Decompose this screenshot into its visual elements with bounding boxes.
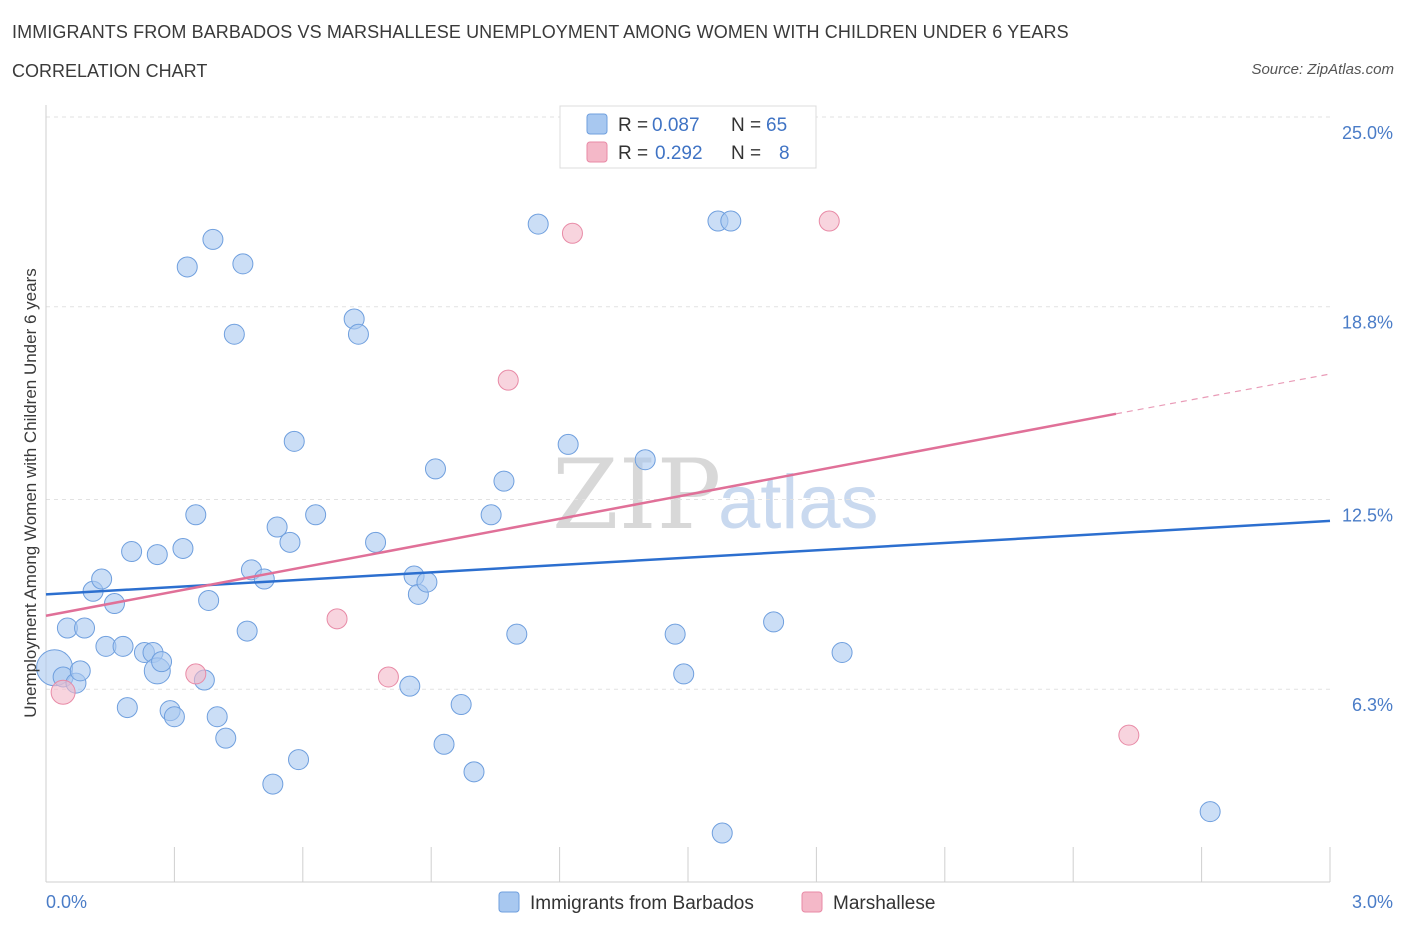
bottom-legend-marshallese: Marshallese <box>833 893 935 914</box>
barbados-point-47 <box>433 733 455 755</box>
marshallese-trend-extension <box>1115 373 1331 415</box>
legend-r-value-1: 0.087 <box>652 115 700 136</box>
barbados-point-46 <box>424 458 446 480</box>
barbados-point-51 <box>493 470 515 492</box>
series-marshallese-points <box>50 210 1140 746</box>
barbados-point-55 <box>634 449 656 471</box>
marshallese-point-1 <box>185 663 207 685</box>
chart-title: IMMIGRANTS FROM BARBADOS VS MARSHALLESE … <box>12 22 1069 42</box>
barbados-point-4 <box>69 660 91 682</box>
barbados-point-35 <box>283 430 305 452</box>
y-axis-label: Unemployment Among Women with Children U… <box>21 268 40 717</box>
barbados-point-20 <box>172 537 194 559</box>
barbados-point-53 <box>527 213 549 235</box>
series-barbados-points <box>36 210 1221 844</box>
y-tick-labels: 25.0% 18.8% 12.5% 6.3% <box>1342 123 1393 715</box>
barbados-point-52 <box>506 623 528 645</box>
y-tick-label-3: 6.3% <box>1352 695 1393 715</box>
barbados-point-62 <box>831 642 853 663</box>
legend-swatch-marshallese <box>586 141 608 163</box>
legend-r-label-2: R = <box>618 143 648 164</box>
marshallese-point-4 <box>497 369 519 391</box>
barbados-point-22 <box>185 504 207 526</box>
legend-n-label-1: N = <box>731 115 761 136</box>
barbados-point-25 <box>202 228 224 250</box>
x-tick-min: 0.0% <box>46 892 87 912</box>
barbados-point-60 <box>711 822 733 844</box>
barbados-point-41 <box>365 531 387 553</box>
chart-subtitle: CORRELATION CHART <box>12 61 208 81</box>
barbados-trend-line <box>45 519 1331 596</box>
barbados-point-38 <box>305 504 327 526</box>
barbados-point-7 <box>91 568 113 590</box>
barbados-point-48 <box>450 694 472 716</box>
barbados-point-59 <box>720 210 742 232</box>
barbados-point-19 <box>163 706 185 728</box>
barbados-point-15 <box>146 544 168 566</box>
marshallese-point-0 <box>50 679 76 705</box>
legend-swatch-barbados <box>586 113 608 135</box>
y-tick-label-1: 18.8% <box>1342 313 1393 333</box>
barbados-point-40 <box>347 323 369 345</box>
barbados-point-30 <box>236 620 258 642</box>
barbados-point-42 <box>399 675 421 697</box>
barbados-point-11 <box>116 697 138 719</box>
barbados-point-45 <box>416 571 438 593</box>
axes <box>45 105 1331 883</box>
marshallese-point-7 <box>1118 724 1140 746</box>
marshallese-point-5 <box>561 222 583 244</box>
marshallese-trend-line <box>45 412 1117 618</box>
barbados-point-37 <box>262 773 284 795</box>
barbados-point-26 <box>206 706 228 728</box>
barbados-point-54 <box>557 433 579 455</box>
barbados-point-50 <box>480 504 502 526</box>
barbados-point-10 <box>112 635 134 657</box>
y-tick-label-2: 12.5% <box>1342 506 1393 526</box>
barbados-point-5 <box>74 617 96 639</box>
source-label: Source: ZipAtlas.com <box>1251 61 1394 78</box>
barbados-point-27 <box>215 727 237 749</box>
legend-box: R = 0.087 N = 65 R = 0.292 N = 8 <box>559 105 817 169</box>
y-tick-label-0: 25.0% <box>1342 123 1393 143</box>
trend-lines <box>45 373 1331 618</box>
legend-n-value-1: 65 <box>766 115 787 136</box>
barbados-point-29 <box>232 253 254 275</box>
barbados-point-17 <box>151 651 173 673</box>
barbados-point-57 <box>673 663 695 685</box>
barbados-point-21 <box>176 256 198 278</box>
barbados-point-61 <box>763 611 785 633</box>
grid-lines <box>46 116 1330 690</box>
barbados-point-34 <box>279 531 301 553</box>
barbados-point-24 <box>198 589 220 611</box>
barbados-point-28 <box>223 323 245 345</box>
marshallese-point-3 <box>377 666 399 688</box>
marshallese-point-6 <box>818 210 840 232</box>
barbados-point-56 <box>664 623 686 645</box>
legend-r-value-2: 0.292 <box>655 143 703 164</box>
legend-n-value-2: 8 <box>779 143 790 164</box>
marshallese-point-2 <box>326 608 348 630</box>
barbados-point-33 <box>266 516 288 538</box>
x-tick-max: 3.0% <box>1352 892 1393 912</box>
bottom-legend: Immigrants from Barbados Marshallese <box>498 891 935 914</box>
barbados-point-12 <box>121 541 143 563</box>
barbados-point-36 <box>288 749 310 771</box>
legend-n-label-2: N = <box>731 143 761 164</box>
legend-r-label-1: R = <box>618 115 648 136</box>
bottom-legend-swatch-barbados <box>498 891 520 913</box>
bottom-legend-barbados: Immigrants from Barbados <box>530 893 754 914</box>
barbados-point-63 <box>1199 801 1221 823</box>
bottom-legend-swatch-marshallese <box>801 891 823 913</box>
barbados-point-49 <box>463 761 485 783</box>
